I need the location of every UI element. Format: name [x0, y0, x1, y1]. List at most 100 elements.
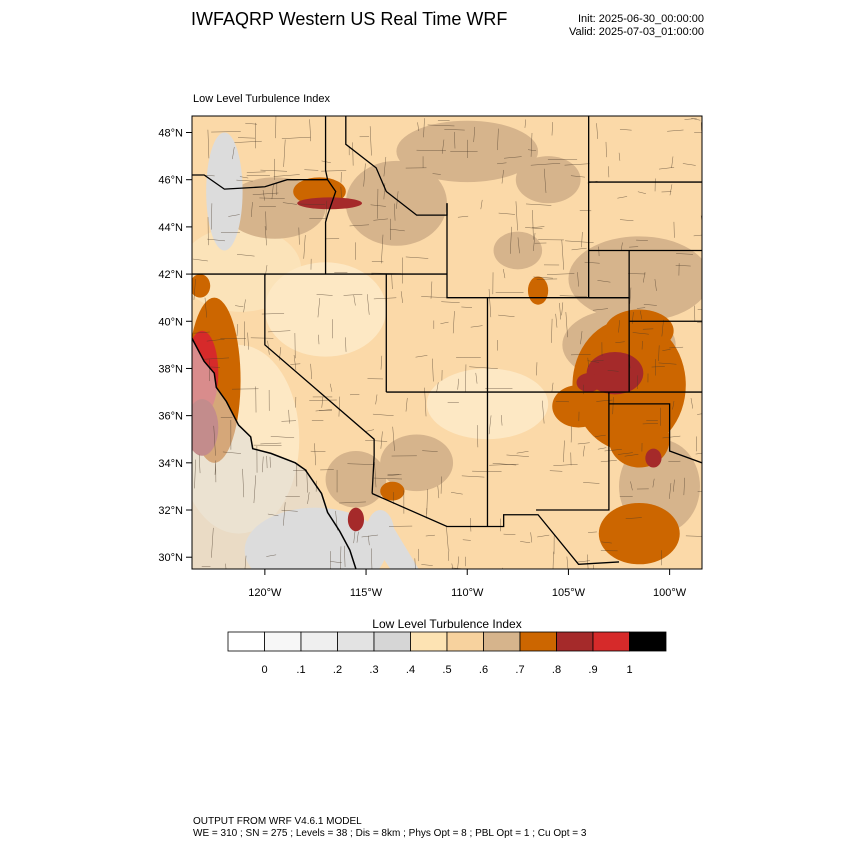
county-line — [283, 139, 286, 167]
colorbar — [227, 631, 667, 652]
county-line — [309, 119, 311, 142]
county-line — [525, 227, 543, 230]
county-line — [577, 272, 579, 287]
county-line — [293, 470, 307, 472]
county-line — [604, 449, 622, 452]
county-line — [345, 337, 347, 352]
county-line — [675, 265, 691, 267]
county-line — [537, 534, 550, 538]
county-line — [432, 358, 434, 382]
county-line — [421, 296, 448, 298]
state-border — [324, 116, 329, 180]
colorbar-swatch — [300, 631, 338, 652]
county-line — [281, 136, 311, 139]
county-line — [353, 530, 356, 544]
map-frame — [191, 115, 703, 570]
lat-tick-label: 44°N — [158, 222, 183, 234]
state-border — [536, 392, 610, 511]
county-line — [695, 453, 702, 455]
county-line — [330, 561, 342, 564]
colorbar-title: Low Level Turbulence Index — [372, 617, 522, 631]
lat-tick-label: 30°N — [158, 552, 183, 564]
county-line — [498, 314, 515, 317]
county-line — [389, 228, 405, 232]
colorbar-swatch — [373, 631, 411, 652]
county-line — [246, 171, 266, 173]
county-line — [551, 122, 553, 136]
county-line — [532, 210, 534, 240]
county-line — [577, 442, 590, 445]
turbulence-region — [515, 156, 581, 204]
county-line — [652, 478, 655, 488]
county-line — [293, 355, 297, 371]
county-line — [697, 309, 702, 311]
county-line — [555, 400, 570, 403]
county-line — [542, 400, 545, 424]
county-line — [298, 227, 300, 245]
county-line — [267, 513, 279, 517]
county-line — [367, 294, 370, 315]
coastline-path — [192, 336, 357, 569]
county-line — [447, 549, 450, 561]
county-line — [236, 254, 255, 257]
county-line — [266, 554, 277, 557]
county-line — [236, 324, 239, 337]
county-line — [441, 139, 445, 154]
county-line — [693, 234, 702, 237]
county-line — [594, 359, 604, 362]
lat-tick-label: 46°N — [158, 175, 183, 187]
county-line — [270, 436, 295, 439]
county-line — [193, 331, 210, 334]
turbulence-region — [380, 481, 405, 501]
turbulence-region — [576, 373, 601, 393]
state-border — [192, 174, 328, 190]
county-line — [245, 122, 258, 125]
pacific-ocean — [192, 338, 419, 569]
county-line — [520, 541, 531, 543]
county-line — [405, 256, 429, 259]
state-border — [264, 274, 375, 494]
county-line — [207, 129, 210, 159]
county-line — [525, 203, 552, 206]
colorbar-swatch — [592, 631, 630, 652]
county-line — [288, 409, 290, 424]
colorbar-label: .7 — [515, 664, 524, 676]
county-line — [202, 357, 229, 360]
county-line — [234, 140, 262, 143]
county-line — [636, 307, 646, 309]
county-line — [661, 319, 664, 337]
county-line — [281, 420, 296, 422]
county-line — [252, 192, 279, 195]
county-line — [629, 287, 632, 304]
county-line — [654, 279, 657, 291]
county-line — [368, 535, 370, 546]
county-line — [310, 363, 312, 380]
county-line — [500, 415, 503, 426]
colorbar-swatch — [556, 631, 594, 652]
county-line — [235, 305, 244, 308]
county-line — [210, 203, 213, 230]
turbulence-region — [552, 384, 605, 428]
county-line — [605, 141, 607, 158]
state-border — [588, 250, 630, 299]
county-line — [469, 366, 498, 369]
county-line — [356, 531, 359, 543]
county-line — [690, 398, 694, 409]
colorbar-label: .3 — [369, 664, 378, 676]
colorbar-label: 1 — [626, 664, 632, 676]
county-line — [283, 502, 286, 526]
state-border — [446, 203, 630, 299]
county-line — [607, 370, 619, 372]
county-line — [676, 253, 693, 255]
county-line — [198, 454, 201, 474]
county-line — [563, 440, 565, 463]
county-line — [273, 174, 300, 177]
turbulence-region — [192, 274, 211, 298]
county-line — [451, 563, 454, 569]
county-line — [375, 394, 378, 405]
county-line — [470, 325, 483, 328]
gulf-shading — [370, 514, 419, 569]
county-line — [343, 293, 363, 296]
county-line — [282, 202, 298, 205]
